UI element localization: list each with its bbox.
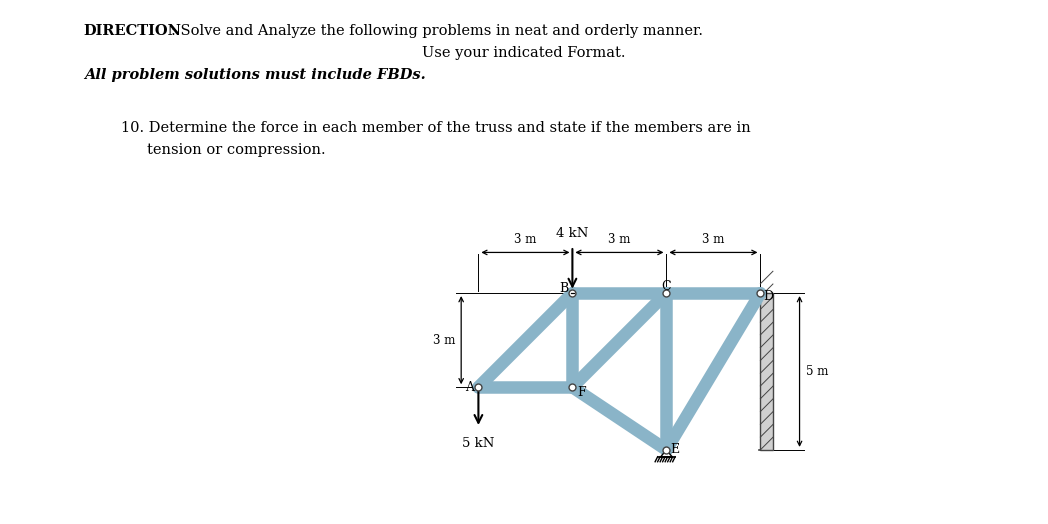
Text: 10. Determine the force in each member of the truss and state if the members are: 10. Determine the force in each member o… xyxy=(121,121,750,135)
Text: Use your indicated Format.: Use your indicated Format. xyxy=(422,46,626,60)
Polygon shape xyxy=(660,450,672,457)
Text: 3 m: 3 m xyxy=(702,233,724,246)
Text: F: F xyxy=(576,386,586,399)
Text: : Solve and Analyze the following problems in neat and orderly manner.: : Solve and Analyze the following proble… xyxy=(171,24,703,38)
Text: B: B xyxy=(559,282,568,295)
Text: C: C xyxy=(661,280,671,293)
Text: 5 kN: 5 kN xyxy=(462,438,495,450)
Text: All problem solutions must include FBDs.: All problem solutions must include FBDs. xyxy=(84,68,425,82)
Text: D: D xyxy=(763,290,773,303)
Text: DIRECTION: DIRECTION xyxy=(84,24,182,38)
Text: 3 m: 3 m xyxy=(433,334,456,347)
Text: 5 m: 5 m xyxy=(806,365,828,378)
Text: A: A xyxy=(465,380,474,394)
Bar xyxy=(761,293,773,450)
Text: tension or compression.: tension or compression. xyxy=(147,143,325,157)
Text: 3 m: 3 m xyxy=(515,233,537,246)
Text: 3 m: 3 m xyxy=(608,233,631,246)
Text: E: E xyxy=(671,443,680,456)
Text: 4 kN: 4 kN xyxy=(556,227,589,240)
